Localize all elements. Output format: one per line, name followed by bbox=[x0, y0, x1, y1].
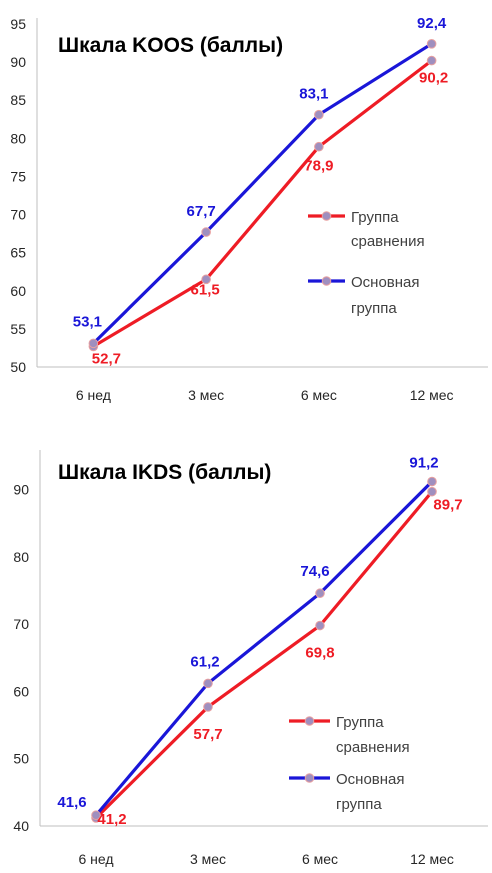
legend-marker bbox=[321, 211, 332, 221]
data-point bbox=[201, 274, 211, 285]
data-label: 67,7 bbox=[187, 203, 216, 220]
y-tick-label: 40 bbox=[13, 818, 29, 834]
data-point bbox=[91, 810, 101, 821]
data-point bbox=[426, 55, 437, 66]
data-point bbox=[203, 678, 213, 689]
legend-marker bbox=[304, 773, 315, 783]
y-tick-label: 60 bbox=[13, 683, 29, 699]
legend-marker bbox=[304, 716, 315, 726]
y-tick-label: 95 bbox=[10, 16, 26, 32]
legend-label: Группа bbox=[336, 714, 384, 731]
y-tick-label: 90 bbox=[10, 54, 26, 70]
y-tick-label: 70 bbox=[13, 616, 29, 632]
x-tick-label: 6 мес bbox=[302, 851, 338, 867]
data-label: 57,7 bbox=[193, 726, 222, 743]
data-label: 78,9 bbox=[304, 158, 333, 175]
legend-label: сравнения bbox=[351, 233, 425, 250]
data-label: 41,6 bbox=[57, 794, 86, 811]
data-label: 83,1 bbox=[299, 86, 328, 103]
data-label: 69,8 bbox=[305, 645, 334, 662]
data-label: 90,2 bbox=[419, 70, 448, 87]
data-label: 41,2 bbox=[97, 811, 126, 828]
y-tick-label: 85 bbox=[10, 92, 26, 108]
x-tick-label: 6 нед bbox=[78, 851, 113, 867]
x-tick-label: 3 мес bbox=[188, 387, 224, 403]
data-point bbox=[314, 109, 324, 120]
data-point bbox=[201, 227, 211, 237]
data-point bbox=[314, 141, 324, 152]
legend-label: Основная bbox=[336, 771, 405, 788]
x-tick-label: 6 нед bbox=[76, 387, 111, 403]
data-point bbox=[88, 338, 99, 349]
y-tick-label: 50 bbox=[13, 751, 29, 767]
y-tick-label: 55 bbox=[10, 321, 26, 337]
series-line bbox=[92, 59, 433, 348]
x-tick-label: 12 мес bbox=[410, 851, 454, 867]
data-label: 92,4 bbox=[417, 15, 447, 32]
ikds-chart-panel: Шкала IKDS (баллы) 40 50 60 70 80 90 6 нед 3 ме… bbox=[0, 432, 492, 873]
chart-title: Шкала IKDS (баллы) bbox=[58, 461, 271, 484]
y-tick-label: 65 bbox=[10, 245, 26, 261]
y-tick-label: 60 bbox=[10, 283, 26, 299]
data-label: 52,7 bbox=[92, 350, 121, 367]
y-tick-label: 50 bbox=[10, 359, 26, 375]
y-tick-label: 80 bbox=[13, 549, 29, 565]
data-point bbox=[427, 476, 437, 487]
data-point bbox=[427, 486, 437, 497]
y-tick-label: 70 bbox=[10, 207, 26, 223]
y-tick-label: 75 bbox=[10, 168, 26, 184]
legend-label: группа bbox=[336, 796, 382, 813]
chart-title: Шкала KOOS (баллы) bbox=[58, 34, 283, 57]
legend-marker bbox=[321, 276, 332, 286]
series-line bbox=[92, 42, 433, 345]
y-tick-label: 90 bbox=[13, 482, 29, 498]
data-point bbox=[315, 620, 325, 631]
data-label: 74,6 bbox=[300, 563, 329, 580]
series-line bbox=[94, 480, 434, 817]
series-line bbox=[94, 490, 434, 820]
data-point bbox=[315, 588, 325, 599]
ikds-line-chart: Шкала IKDS (баллы) 40 50 60 70 80 90 6 нед 3 ме… bbox=[13, 450, 488, 867]
legend-label: группа bbox=[351, 300, 397, 317]
y-tick-label: 80 bbox=[10, 130, 26, 146]
data-label: 89,7 bbox=[433, 497, 462, 514]
x-tick-label: 12 мес bbox=[410, 387, 454, 403]
data-label: 91,2 bbox=[409, 455, 438, 472]
legend-label: сравнения bbox=[336, 739, 410, 756]
data-point bbox=[426, 39, 437, 49]
legend-label: Группа bbox=[351, 209, 399, 226]
koos-chart-panel: Шкала KOOS (баллы) 50 55 60 65 70 75 80 85 90 95 6… bbox=[0, 0, 492, 405]
x-tick-label: 6 мес bbox=[301, 387, 337, 403]
data-point bbox=[203, 702, 213, 712]
legend-label: Основная bbox=[351, 274, 420, 291]
data-label: 53,1 bbox=[73, 313, 102, 330]
data-label: 61,2 bbox=[190, 653, 219, 670]
koos-line-chart: Шкала KOOS (баллы) 50 55 60 65 70 75 80 85 90 95 6… bbox=[10, 15, 488, 403]
x-tick-label: 3 мес bbox=[190, 851, 226, 867]
data-label: 61,5 bbox=[191, 281, 220, 298]
